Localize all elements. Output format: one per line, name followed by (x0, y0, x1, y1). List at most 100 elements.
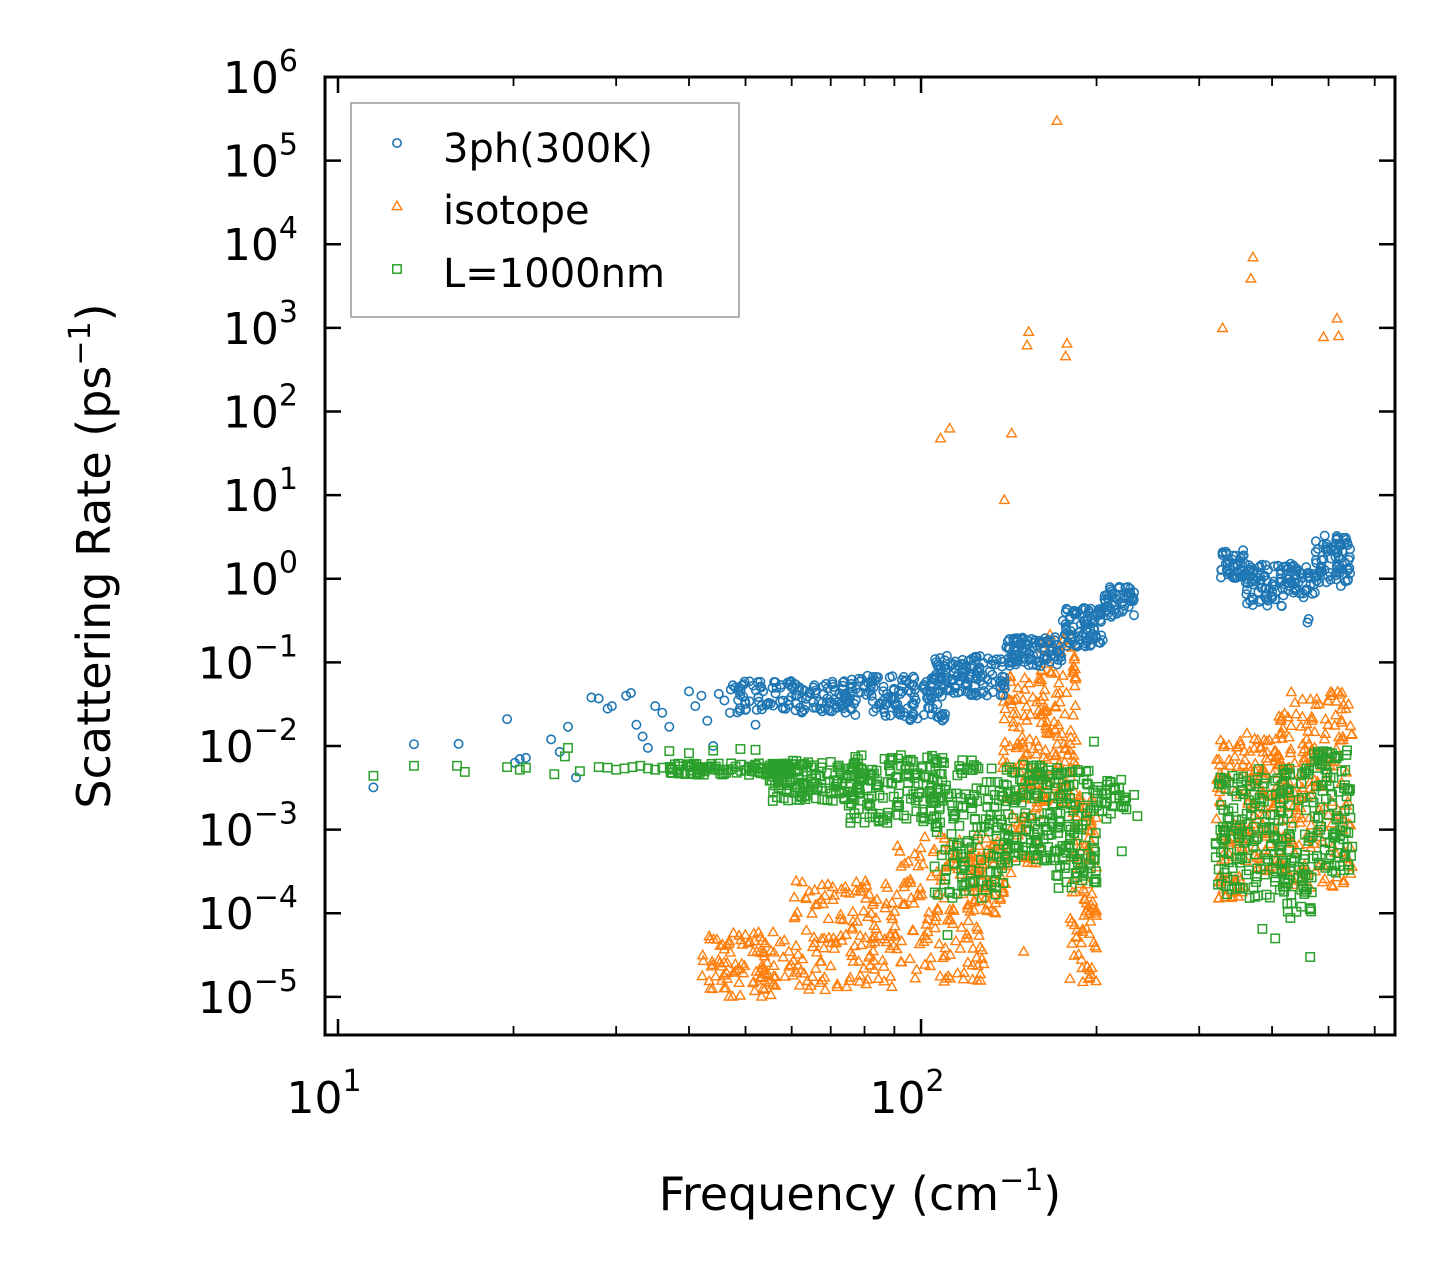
data-point (773, 782, 784, 793)
data-point (800, 693, 811, 704)
data-point (1017, 945, 1030, 956)
data-point (1075, 936, 1088, 948)
data-point (1038, 653, 1049, 664)
data-point (932, 659, 943, 670)
data-point (1319, 844, 1330, 855)
data-point (998, 736, 1011, 747)
data-point (1040, 753, 1053, 764)
data-point (713, 688, 724, 699)
data-point (1285, 912, 1296, 923)
data-point (1068, 650, 1081, 661)
data-point (788, 890, 801, 902)
data-point (1251, 861, 1264, 872)
data-point (962, 680, 973, 691)
data-point (1090, 828, 1101, 839)
data-point (1345, 727, 1359, 739)
data-point (908, 756, 918, 767)
data-point (882, 688, 893, 699)
data-point (1258, 733, 1271, 745)
data-point (964, 905, 977, 916)
data-point (1325, 879, 1338, 890)
data-point (767, 925, 780, 937)
data-point (1085, 603, 1096, 614)
data-point (368, 770, 379, 781)
data-point (1244, 560, 1255, 571)
data-point (855, 768, 866, 779)
data-point (834, 912, 847, 924)
data-point (1242, 819, 1253, 830)
data-point (904, 876, 917, 887)
data-point (948, 813, 959, 824)
data-point (969, 886, 980, 897)
data-point (1053, 828, 1064, 838)
data-point (1223, 847, 1234, 858)
data-point (650, 764, 661, 775)
data-point (756, 958, 769, 970)
data-point (1279, 769, 1290, 780)
data-point (857, 904, 870, 916)
data-point (1068, 755, 1081, 766)
data-point (1018, 709, 1031, 721)
data-point (1070, 734, 1083, 745)
data-point (893, 788, 904, 799)
data-point (1089, 905, 1102, 916)
data-point (970, 951, 983, 962)
data-point (1113, 589, 1124, 600)
data-point (846, 905, 859, 916)
data-point (1055, 727, 1068, 738)
legend-label-boundary: L=1000nm (443, 251, 665, 297)
data-point (935, 769, 945, 780)
legend-marker-3ph (391, 138, 402, 149)
data-point (1054, 645, 1065, 656)
data-point (1009, 791, 1020, 802)
data-point (793, 979, 806, 990)
data-point (952, 849, 963, 860)
data-point (903, 952, 916, 963)
data-point (1282, 808, 1293, 819)
data-point (1231, 823, 1242, 833)
data-point (1296, 875, 1307, 886)
data-point (1331, 814, 1342, 825)
data-point (1250, 891, 1260, 902)
data-point (593, 693, 604, 704)
y-tick-label: 101 (223, 462, 298, 522)
data-point (854, 676, 865, 687)
data-point (1000, 756, 1013, 768)
data-point (806, 907, 819, 918)
data-point (1234, 844, 1245, 855)
data-point (1312, 851, 1322, 862)
data-point (1270, 775, 1281, 786)
data-point (1116, 846, 1127, 857)
data-point (929, 887, 940, 898)
data-point (976, 855, 986, 865)
data-point (1070, 822, 1080, 833)
data-point (1321, 718, 1335, 729)
data-point (686, 769, 696, 779)
data-point (994, 851, 1005, 862)
data-point (1270, 876, 1280, 887)
data-point (982, 801, 993, 812)
legend-marker-symbol (391, 138, 402, 149)
data-point (1017, 751, 1030, 763)
data-point (706, 982, 719, 994)
data-point (791, 689, 802, 700)
data-point (909, 692, 920, 703)
data-point (1057, 853, 1068, 864)
data-point (1330, 312, 1344, 323)
data-point (866, 898, 879, 909)
data-point (1021, 644, 1032, 655)
data-point (1080, 922, 1093, 933)
data-point (642, 763, 653, 774)
data-point (1064, 842, 1075, 853)
data-point (642, 742, 653, 753)
data-point (735, 744, 746, 754)
data-point (1050, 114, 1063, 126)
data-point (1296, 778, 1307, 789)
data-point (1296, 792, 1307, 803)
x-tick-label: 102 (869, 1064, 944, 1124)
data-point (783, 960, 796, 971)
data-point (1306, 872, 1317, 883)
data-point (1008, 633, 1019, 644)
data-point (1285, 719, 1298, 730)
